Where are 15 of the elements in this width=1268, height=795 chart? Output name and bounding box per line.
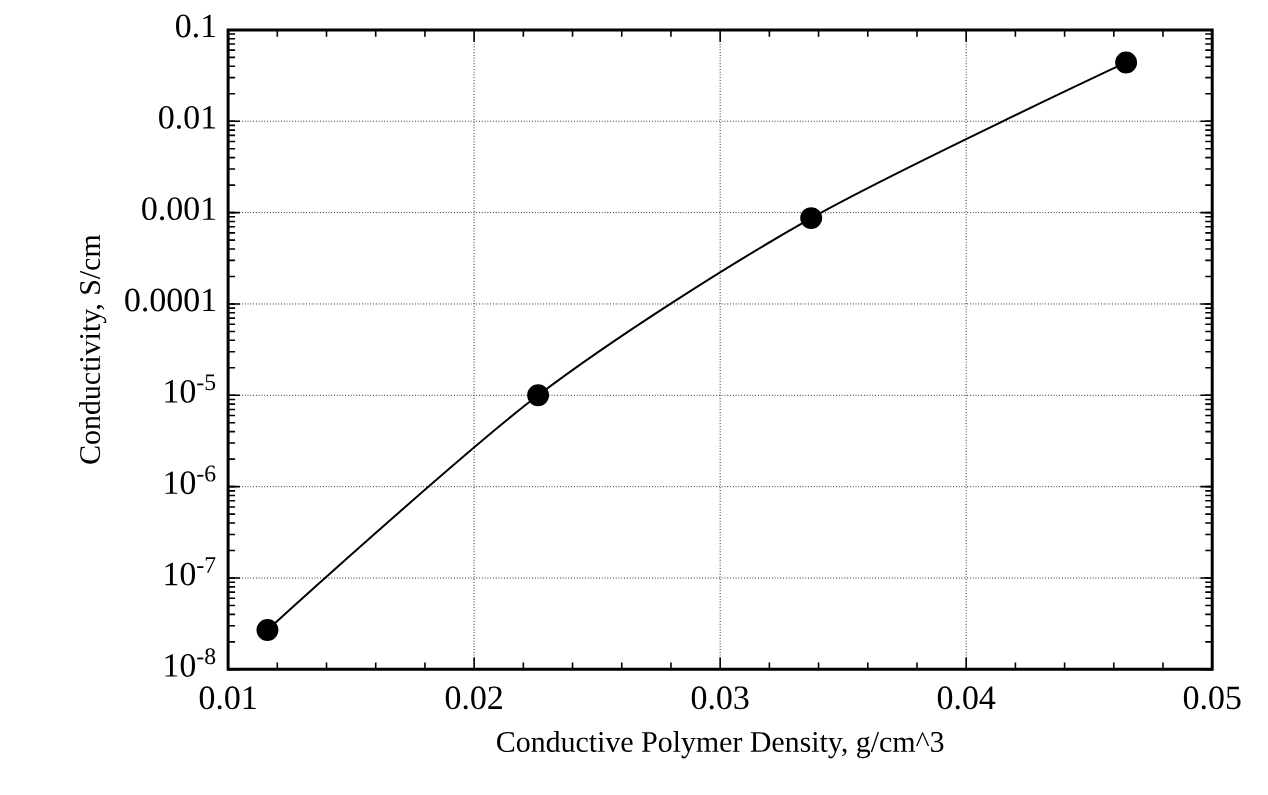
x-tick-label: 0.04 bbox=[937, 686, 996, 710]
y-tick-label: 0.1 bbox=[176, 14, 216, 38]
y-tick-label: 0.001 bbox=[142, 197, 216, 221]
x-tick-label: 0.05 bbox=[1183, 686, 1241, 710]
x-axis-title: Conductive Polymer Density, g/cm^3 bbox=[497, 731, 944, 759]
x-tick-label: 0.02 bbox=[445, 686, 502, 710]
y-tick-label: 0.01 bbox=[159, 105, 216, 129]
y-tick-label: 10$^{-8}$ bbox=[165, 648, 216, 677]
y-axis-title: Conductivity, S/cm bbox=[79, 234, 107, 464]
x-tick-label: 0.03 bbox=[691, 686, 749, 710]
x-tick-label: 0.01 bbox=[199, 686, 256, 710]
y-tick-label: 10$^{-6}$ bbox=[165, 465, 216, 495]
y-tick-label: 10$^{-7}$ bbox=[165, 557, 216, 586]
y-tick-label: 0.0001 bbox=[125, 288, 216, 312]
y-tick-label: 10$^{-5}$ bbox=[165, 374, 216, 403]
